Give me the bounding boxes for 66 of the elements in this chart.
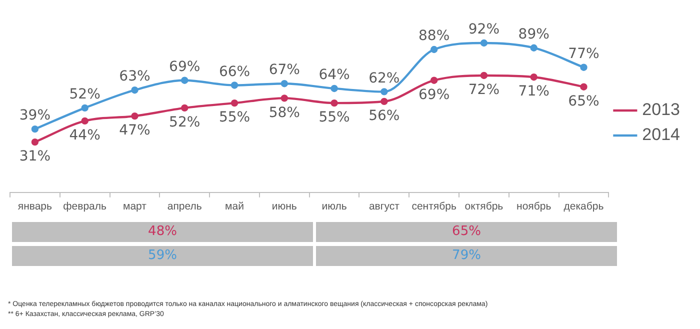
- point: [430, 76, 438, 84]
- legend-label: 2013: [642, 100, 680, 120]
- point: [480, 39, 488, 47]
- x-tick-label: сентябрь: [412, 200, 457, 213]
- x-tick-label: май: [225, 200, 244, 213]
- legend-label: 2014: [642, 125, 680, 144]
- x-tick-label: январь: [18, 200, 53, 213]
- x-tick-label: июнь: [272, 200, 298, 213]
- text: 65%: [316, 222, 617, 242]
- data-label: 64%: [318, 67, 350, 84]
- data-label: 52%: [69, 86, 100, 103]
- point: [330, 84, 338, 92]
- data-label: 55%: [218, 110, 250, 126]
- data-label: 69%: [169, 58, 200, 75]
- data-label: 39%: [19, 108, 51, 124]
- x-tick-label: март: [122, 200, 147, 213]
- point: [380, 88, 388, 96]
- x-tick-label: ноябрь: [516, 200, 552, 213]
- point: [81, 104, 88, 112]
- point: [580, 64, 588, 71]
- data-label: 65%: [568, 93, 600, 110]
- point: [330, 99, 338, 107]
- point: [580, 83, 588, 90]
- data-label: 52%: [169, 114, 200, 131]
- data-label: 55%: [318, 110, 350, 126]
- point: [181, 104, 188, 112]
- point: [380, 98, 388, 106]
- data-label: 69%: [418, 86, 450, 103]
- data-label: 71%: [518, 84, 550, 100]
- data-label: 66%: [218, 64, 250, 80]
- point: [81, 117, 88, 125]
- x-tick-label: июль: [322, 200, 348, 213]
- point: [280, 80, 288, 88]
- data-label: 67%: [268, 62, 300, 78]
- point: [131, 112, 138, 120]
- point: [230, 82, 238, 89]
- data-label: 63%: [119, 68, 150, 85]
- x-tick-label: октябрь: [464, 200, 504, 213]
- point: [280, 94, 288, 102]
- data-label: 62%: [368, 70, 400, 86]
- point: [181, 76, 188, 84]
- x-tick-label: апрель: [167, 200, 202, 213]
- text: 48%: [12, 222, 313, 242]
- data-label: 89%: [518, 26, 550, 43]
- data-label: 88%: [418, 28, 450, 44]
- x-tick-label: август: [368, 200, 400, 213]
- data-label: 44%: [69, 128, 100, 144]
- data-label: 72%: [468, 82, 500, 98]
- point: [230, 99, 238, 107]
- data-label: 47%: [119, 122, 150, 139]
- text: 79%: [316, 246, 617, 266]
- x-tick-label: декабрь: [564, 200, 604, 213]
- data-label: 56%: [368, 108, 400, 124]
- point: [31, 125, 39, 133]
- data-label: 58%: [268, 104, 300, 121]
- data-label: 92%: [468, 22, 500, 38]
- data-label: 77%: [568, 46, 600, 62]
- data-label: 31%: [19, 148, 51, 165]
- point: [480, 72, 488, 80]
- point: [530, 44, 538, 52]
- point: [131, 86, 138, 94]
- point: [530, 73, 538, 81]
- text: 59%: [12, 246, 313, 266]
- point: [430, 46, 438, 54]
- point: [31, 138, 39, 146]
- x-tick-label: февраль: [63, 200, 108, 213]
